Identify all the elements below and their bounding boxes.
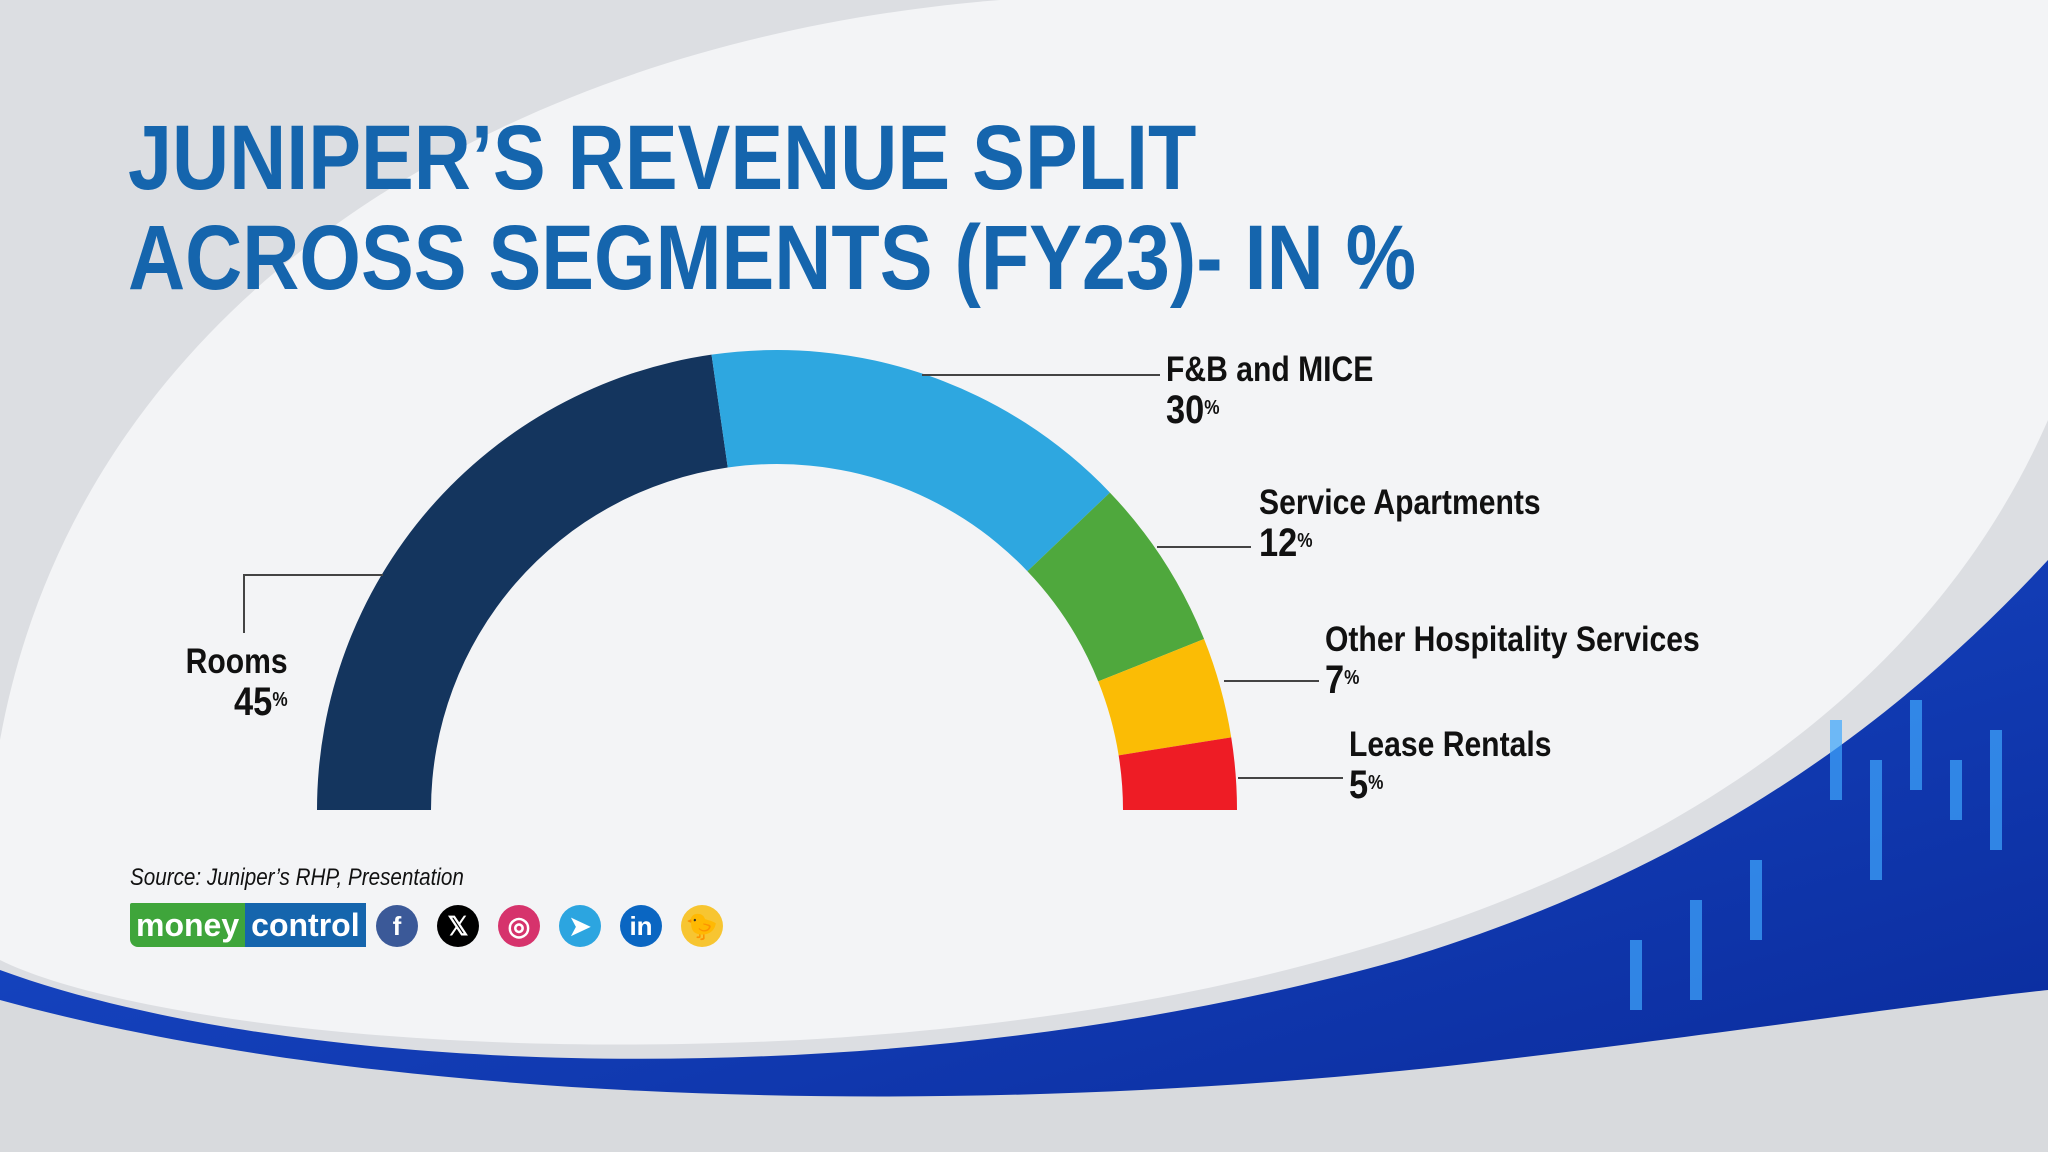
label-value: 45% bbox=[234, 680, 288, 724]
label-text: Rooms bbox=[185, 642, 288, 681]
telegram-icon[interactable]: ➤ bbox=[559, 905, 601, 947]
moneycontrol-logo: money control bbox=[130, 903, 366, 947]
logo-part-control: control bbox=[245, 903, 366, 947]
label-service-apartments: Service Apartments 12% bbox=[1259, 483, 1541, 563]
linkedin-icon[interactable]: in bbox=[620, 905, 662, 947]
label-value: 30% bbox=[1166, 388, 1220, 432]
label-value: 7% bbox=[1325, 658, 1360, 702]
x-icon[interactable]: 𝕏 bbox=[437, 905, 479, 947]
label-text: F&B and MICE bbox=[1166, 350, 1374, 389]
koo-icon[interactable]: 🐤 bbox=[681, 905, 723, 947]
slice-other-hospitality-services bbox=[1098, 639, 1232, 756]
slice-f-b-and-mice bbox=[711, 350, 1110, 572]
logo-part-money: money bbox=[130, 903, 246, 947]
label-other-hospitality: Other Hospitality Services 7% bbox=[1325, 620, 1700, 700]
label-fnb: F&B and MICE 30% bbox=[1166, 350, 1373, 430]
label-value: 5% bbox=[1349, 763, 1384, 807]
facebook-icon[interactable]: f bbox=[376, 905, 418, 947]
instagram-icon[interactable]: ◎ bbox=[498, 905, 540, 947]
label-rooms: Rooms 45% bbox=[186, 642, 288, 722]
chart-title: JUNIPER’S REVENUE SPLIT ACROSS SEGMENTS … bbox=[128, 108, 1416, 308]
leader-line-rooms bbox=[243, 574, 383, 633]
slice-lease-rentals bbox=[1118, 737, 1237, 810]
title-line-1: JUNIPER’S REVENUE SPLIT bbox=[128, 107, 1197, 209]
label-lease-rentals: Lease Rentals 5% bbox=[1349, 725, 1551, 805]
source-note: Source: Juniper’s RHP, Presentation bbox=[130, 864, 464, 891]
label-text: Service Apartments bbox=[1259, 483, 1541, 522]
title-line-2: ACROSS SEGMENTS (FY23)- IN % bbox=[128, 207, 1417, 309]
slice-rooms bbox=[317, 354, 728, 810]
label-text: Lease Rentals bbox=[1349, 725, 1552, 764]
label-value: 12% bbox=[1259, 521, 1313, 565]
label-text: Other Hospitality Services bbox=[1325, 620, 1700, 659]
slice-service-apartments bbox=[1027, 492, 1205, 682]
